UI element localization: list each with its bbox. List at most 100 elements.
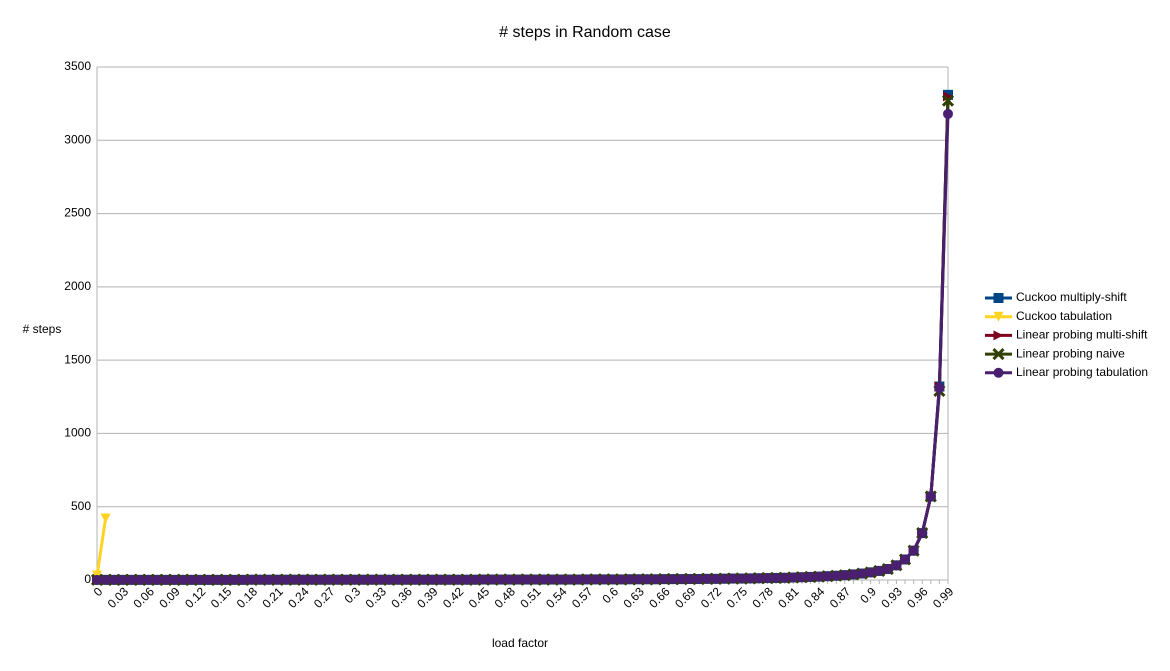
marker — [255, 574, 266, 585]
marker — [736, 573, 747, 584]
marker — [633, 574, 644, 585]
chart-title: # steps in Random case — [499, 24, 671, 41]
marker — [289, 574, 300, 585]
legend-label: Cuckoo multiply-shift — [1016, 290, 1127, 304]
marker — [941, 94, 955, 107]
marker — [410, 574, 421, 585]
marker — [315, 574, 326, 585]
legend-label: Cuckoo tabulation — [1016, 309, 1112, 323]
marker — [298, 574, 309, 585]
marker — [771, 572, 782, 583]
marker — [650, 574, 661, 585]
marker — [857, 568, 868, 579]
marker — [100, 574, 111, 585]
marker — [100, 513, 111, 524]
marker — [496, 574, 507, 585]
x-axis-title: load factor — [492, 636, 548, 650]
marker — [160, 574, 171, 585]
y-tick-label: 1500 — [64, 352, 91, 366]
marker — [453, 574, 464, 585]
marker — [134, 574, 145, 585]
marker — [719, 573, 730, 584]
marker — [367, 574, 378, 585]
marker — [788, 572, 799, 583]
marker — [728, 573, 739, 584]
marker — [530, 574, 541, 585]
marker — [848, 569, 859, 580]
marker — [513, 574, 524, 585]
marker — [195, 574, 206, 585]
marker — [581, 574, 592, 585]
marker — [685, 573, 696, 584]
marker — [177, 574, 188, 585]
legend-marker — [993, 330, 1004, 341]
marker — [865, 567, 876, 578]
series — [92, 108, 953, 585]
marker — [805, 571, 816, 582]
marker — [538, 574, 549, 585]
marker — [796, 572, 807, 583]
marker — [341, 574, 352, 585]
y-tick-label: 0 — [84, 572, 91, 586]
marker — [401, 574, 412, 585]
y-tick-label: 3500 — [64, 59, 91, 73]
marker — [573, 574, 584, 585]
marker — [212, 574, 223, 585]
marker — [246, 574, 257, 585]
marker — [349, 574, 360, 585]
marker — [229, 574, 240, 585]
marker — [263, 574, 274, 585]
marker — [624, 574, 635, 585]
marker — [306, 574, 317, 585]
marker — [917, 528, 928, 539]
marker — [427, 574, 438, 585]
marker — [710, 573, 721, 584]
marker — [599, 574, 610, 585]
marker — [745, 573, 756, 584]
marker — [874, 565, 885, 576]
marker — [384, 574, 395, 585]
marker — [203, 574, 214, 585]
marker — [281, 574, 292, 585]
marker — [753, 573, 764, 584]
marker — [925, 491, 936, 502]
marker — [461, 574, 472, 585]
legend-marker — [993, 311, 1004, 322]
marker — [392, 574, 403, 585]
marker — [590, 574, 601, 585]
marker — [324, 574, 335, 585]
marker — [934, 382, 945, 393]
marker — [418, 574, 429, 585]
y-axis-title: # steps — [23, 322, 62, 336]
legend-label: Linear probing tabulation — [1016, 365, 1148, 379]
y-tick-label: 2000 — [64, 279, 91, 293]
marker — [487, 574, 498, 585]
marker — [667, 574, 678, 585]
marker — [521, 574, 532, 585]
legend-marker — [992, 348, 1005, 361]
marker — [607, 574, 618, 585]
marker — [659, 574, 670, 585]
marker — [220, 574, 231, 585]
marker — [547, 574, 558, 585]
marker — [375, 574, 386, 585]
marker — [117, 574, 128, 585]
marker — [779, 572, 790, 583]
marker — [891, 560, 902, 571]
legend-marker — [993, 293, 1004, 303]
marker — [831, 570, 842, 581]
marker — [143, 574, 154, 585]
marker — [478, 574, 489, 585]
legend-label: Linear probing naive — [1016, 346, 1125, 360]
marker — [564, 574, 575, 585]
marker — [332, 574, 343, 585]
marker — [822, 571, 833, 582]
marker — [126, 574, 137, 585]
marker — [504, 574, 515, 585]
y-tick-label: 1000 — [64, 426, 91, 440]
marker — [702, 573, 713, 584]
marker — [272, 574, 283, 585]
marker — [186, 574, 197, 585]
